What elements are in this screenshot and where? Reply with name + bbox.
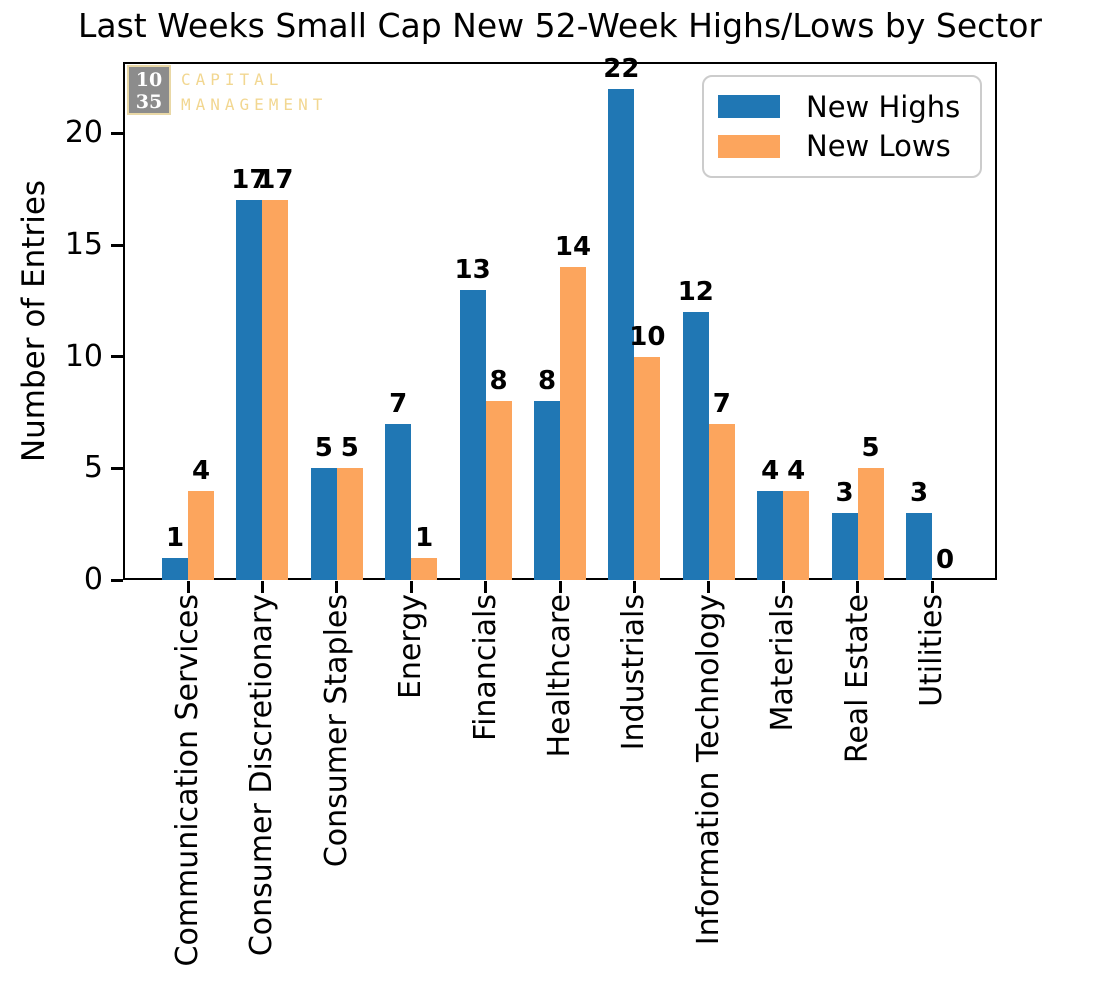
y-tick-label-5: 5 — [83, 450, 103, 486]
x-tick-label-real-estate: Real Estate — [839, 594, 875, 764]
value-label-new-highs-financials: 13 — [454, 254, 491, 285]
bar-new-lows-information-technology — [708, 423, 735, 580]
value-label-new-highs-consumer-staples: 5 — [314, 433, 333, 464]
bar-new-highs-financials — [459, 289, 486, 580]
x-tick-financials — [484, 581, 488, 593]
y-tick-label-20: 20 — [64, 115, 103, 151]
x-tick-materials — [781, 581, 785, 593]
x-tick-industrials — [632, 581, 636, 593]
x-tick-healthcare — [558, 581, 562, 593]
y-tick-label-0: 0 — [83, 562, 103, 597]
bar-new-highs-information-technology — [682, 312, 709, 580]
legend-swatch-new-lows — [718, 134, 780, 158]
legend: New Highs New Lows — [702, 75, 982, 178]
value-label-new-lows-consumer-discretionary: 17 — [257, 165, 294, 196]
bar-new-lows-real-estate — [857, 468, 884, 580]
y-tick-10 — [111, 355, 123, 359]
bar-new-highs-real-estate — [831, 513, 858, 580]
bar-new-highs-materials — [757, 490, 784, 580]
x-tick-label-communication-services: Communication Services — [170, 594, 205, 967]
bar-new-highs-healthcare — [534, 401, 560, 580]
value-label-new-lows-healthcare: 14 — [554, 232, 592, 263]
legend-swatch-new-highs — [718, 95, 780, 119]
bar-new-lows-materials — [783, 490, 810, 580]
y-tick-label-10: 10 — [64, 338, 103, 374]
value-label-new-lows-consumer-staples: 5 — [340, 433, 359, 464]
x-tick-label-consumer-discretionary: Consumer Discretionary — [244, 594, 280, 957]
legend-row-new-lows: New Lows — [718, 130, 966, 162]
x-tick-label-information-technology: Information Technology — [690, 594, 726, 946]
x-tick-real-estate — [856, 581, 860, 593]
value-label-new-highs-utilities: 3 — [909, 478, 929, 509]
logo-badge: 10 35 — [127, 65, 171, 115]
value-label-new-highs-energy: 7 — [389, 388, 408, 419]
y-tick-5 — [111, 466, 123, 470]
bar-new-lows-communication-services — [188, 490, 214, 580]
bar-new-highs-communication-services — [162, 557, 188, 580]
value-label-new-highs-real-estate: 3 — [835, 478, 854, 509]
value-label-new-highs-healthcare: 8 — [537, 366, 557, 397]
chart-title: Last Weeks Small Cap New 52-Week Highs/L… — [78, 6, 1042, 45]
value-label-new-highs-information-technology: 12 — [677, 277, 714, 308]
x-tick-consumer-discretionary — [260, 581, 264, 593]
x-tick-label-financials: Financials — [467, 594, 503, 741]
bar-new-highs-industrials — [608, 88, 635, 580]
value-label-new-lows-industrials: 10 — [629, 321, 666, 352]
bar-new-highs-consumer-staples — [310, 468, 337, 580]
value-label-new-highs-industrials: 22 — [603, 53, 640, 84]
logo-word-capital: CAPITAL — [181, 70, 284, 89]
y-tick-20 — [111, 131, 123, 135]
x-tick-consumer-staples — [335, 581, 339, 593]
y-tick-15 — [111, 243, 123, 247]
value-label-new-lows-communication-services: 4 — [191, 455, 211, 486]
value-label-new-lows-real-estate: 5 — [861, 433, 880, 464]
bar-new-highs-consumer-discretionary — [236, 200, 263, 580]
x-tick-energy — [409, 581, 413, 593]
bar-new-lows-consumer-staples — [336, 468, 363, 580]
y-tick-label-15: 15 — [64, 227, 103, 263]
bar-new-highs-energy — [385, 423, 412, 580]
x-tick-label-utilities: Utilities — [914, 594, 949, 707]
x-tick-label-consumer-staples: Consumer Staples — [318, 594, 354, 868]
legend-label-new-highs: New Highs — [806, 89, 961, 124]
logo-number-top: 10 — [135, 69, 163, 91]
logo-word-management: MANAGEMENT — [181, 95, 328, 114]
y-tick-0 — [111, 578, 123, 582]
x-tick-utilities — [930, 581, 934, 593]
bar-new-lows-industrials — [634, 356, 661, 580]
logo-number-bottom: 35 — [135, 91, 163, 113]
legend-label-new-lows: New Lows — [806, 129, 951, 164]
x-tick-information-technology — [707, 581, 711, 593]
x-tick-label-healthcare: Healthcare — [542, 594, 577, 758]
value-label-new-lows-information-technology: 7 — [712, 388, 731, 419]
x-tick-label-industrials: Industrials — [616, 594, 652, 751]
bar-new-lows-financials — [485, 401, 512, 580]
logo-wordmark: CAPITAL MANAGEMENT — [181, 67, 327, 117]
bar-new-lows-energy — [411, 557, 438, 580]
bar-new-lows-healthcare — [560, 267, 586, 580]
bar-new-lows-consumer-discretionary — [262, 200, 289, 580]
value-label-new-highs-communication-services: 1 — [165, 522, 185, 553]
value-label-new-lows-materials: 4 — [787, 455, 806, 486]
value-label-new-lows-financials: 8 — [489, 366, 508, 397]
y-axis-label: Number of Entries — [16, 179, 52, 463]
x-tick-communication-services — [186, 581, 190, 593]
x-tick-label-materials: Materials — [765, 594, 801, 732]
x-tick-label-energy: Energy — [393, 594, 429, 700]
value-label-new-highs-materials: 4 — [761, 455, 780, 486]
bar-new-highs-utilities — [906, 513, 932, 580]
value-label-new-lows-energy: 1 — [415, 522, 434, 553]
value-label-new-highs-consumer-discretionary: 17 — [231, 165, 268, 196]
legend-row-new-highs: New Highs — [718, 91, 966, 123]
value-label-new-lows-utilities: 0 — [935, 545, 955, 575]
